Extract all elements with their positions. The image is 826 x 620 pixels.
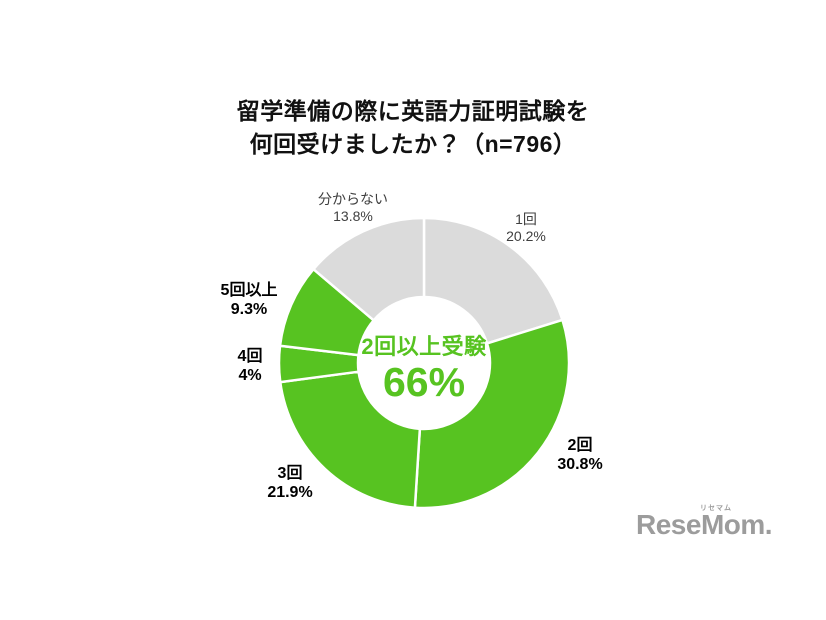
- donut-chart-area: 2回以上受験 66%: [274, 213, 574, 513]
- donut-center-value: 66%: [382, 359, 466, 405]
- segment-label-4kai-pct: 4%: [238, 367, 262, 384]
- segment-label-1kai-pct: 20.2%: [506, 228, 546, 244]
- donut-segment-0: [422, 216, 564, 345]
- resemom-logo-wordmark: ReseMom: [636, 509, 765, 540]
- resemom-logo-text: ReseMom.: [636, 509, 773, 540]
- resemom-logo-ruby: リセマム: [700, 505, 732, 512]
- segment-label-5kai-ijou-pct: 9.3%: [230, 301, 268, 318]
- donut-segment-2: [279, 370, 422, 509]
- donut-center-label: 2回以上受験 66%: [274, 213, 574, 513]
- resemom-logo: リセマム ReseMom.: [636, 502, 773, 540]
- segment-label-2kai: 2回 30.8%: [557, 436, 602, 474]
- segment-label-4kai: 4回 4%: [238, 347, 263, 385]
- segment-label-wakaranai: 分からない 13.8%: [318, 191, 388, 225]
- donut-chart: [277, 216, 571, 510]
- chart-title: 留学準備の際に英語力証明試験を 何回受けましたか？（n=796）: [0, 95, 826, 161]
- segment-label-1kai: 1回 20.2%: [506, 211, 546, 245]
- donut-segment-5: [312, 216, 426, 322]
- segment-label-4kai-name: 4回: [237, 348, 263, 365]
- segment-label-wakaranai-name: 分からない: [318, 191, 388, 207]
- donut-center-text: 2回以上受験: [361, 334, 487, 359]
- chart-title-line1: 留学準備の際に英語力証明試験を: [236, 98, 590, 124]
- segment-label-3kai: 3回 21.9%: [267, 464, 312, 502]
- segment-label-2kai-name: 2回: [567, 437, 593, 454]
- resemom-logo-period: .: [764, 509, 773, 540]
- donut-segment-1: [413, 318, 571, 510]
- chart-title-line2: 何回受けましたか？（n=796）: [249, 131, 577, 157]
- segment-label-3kai-name: 3回: [277, 465, 303, 482]
- segment-label-1kai-name: 1回: [515, 211, 537, 227]
- segment-label-3kai-pct: 21.9%: [267, 484, 313, 501]
- segment-label-2kai-pct: 30.8%: [557, 456, 603, 473]
- segment-label-5kai-ijou-name: 5回以上: [220, 282, 278, 299]
- segment-label-5kai-ijou: 5回以上 9.3%: [221, 281, 278, 319]
- segment-label-wakaranai-pct: 13.8%: [333, 208, 373, 224]
